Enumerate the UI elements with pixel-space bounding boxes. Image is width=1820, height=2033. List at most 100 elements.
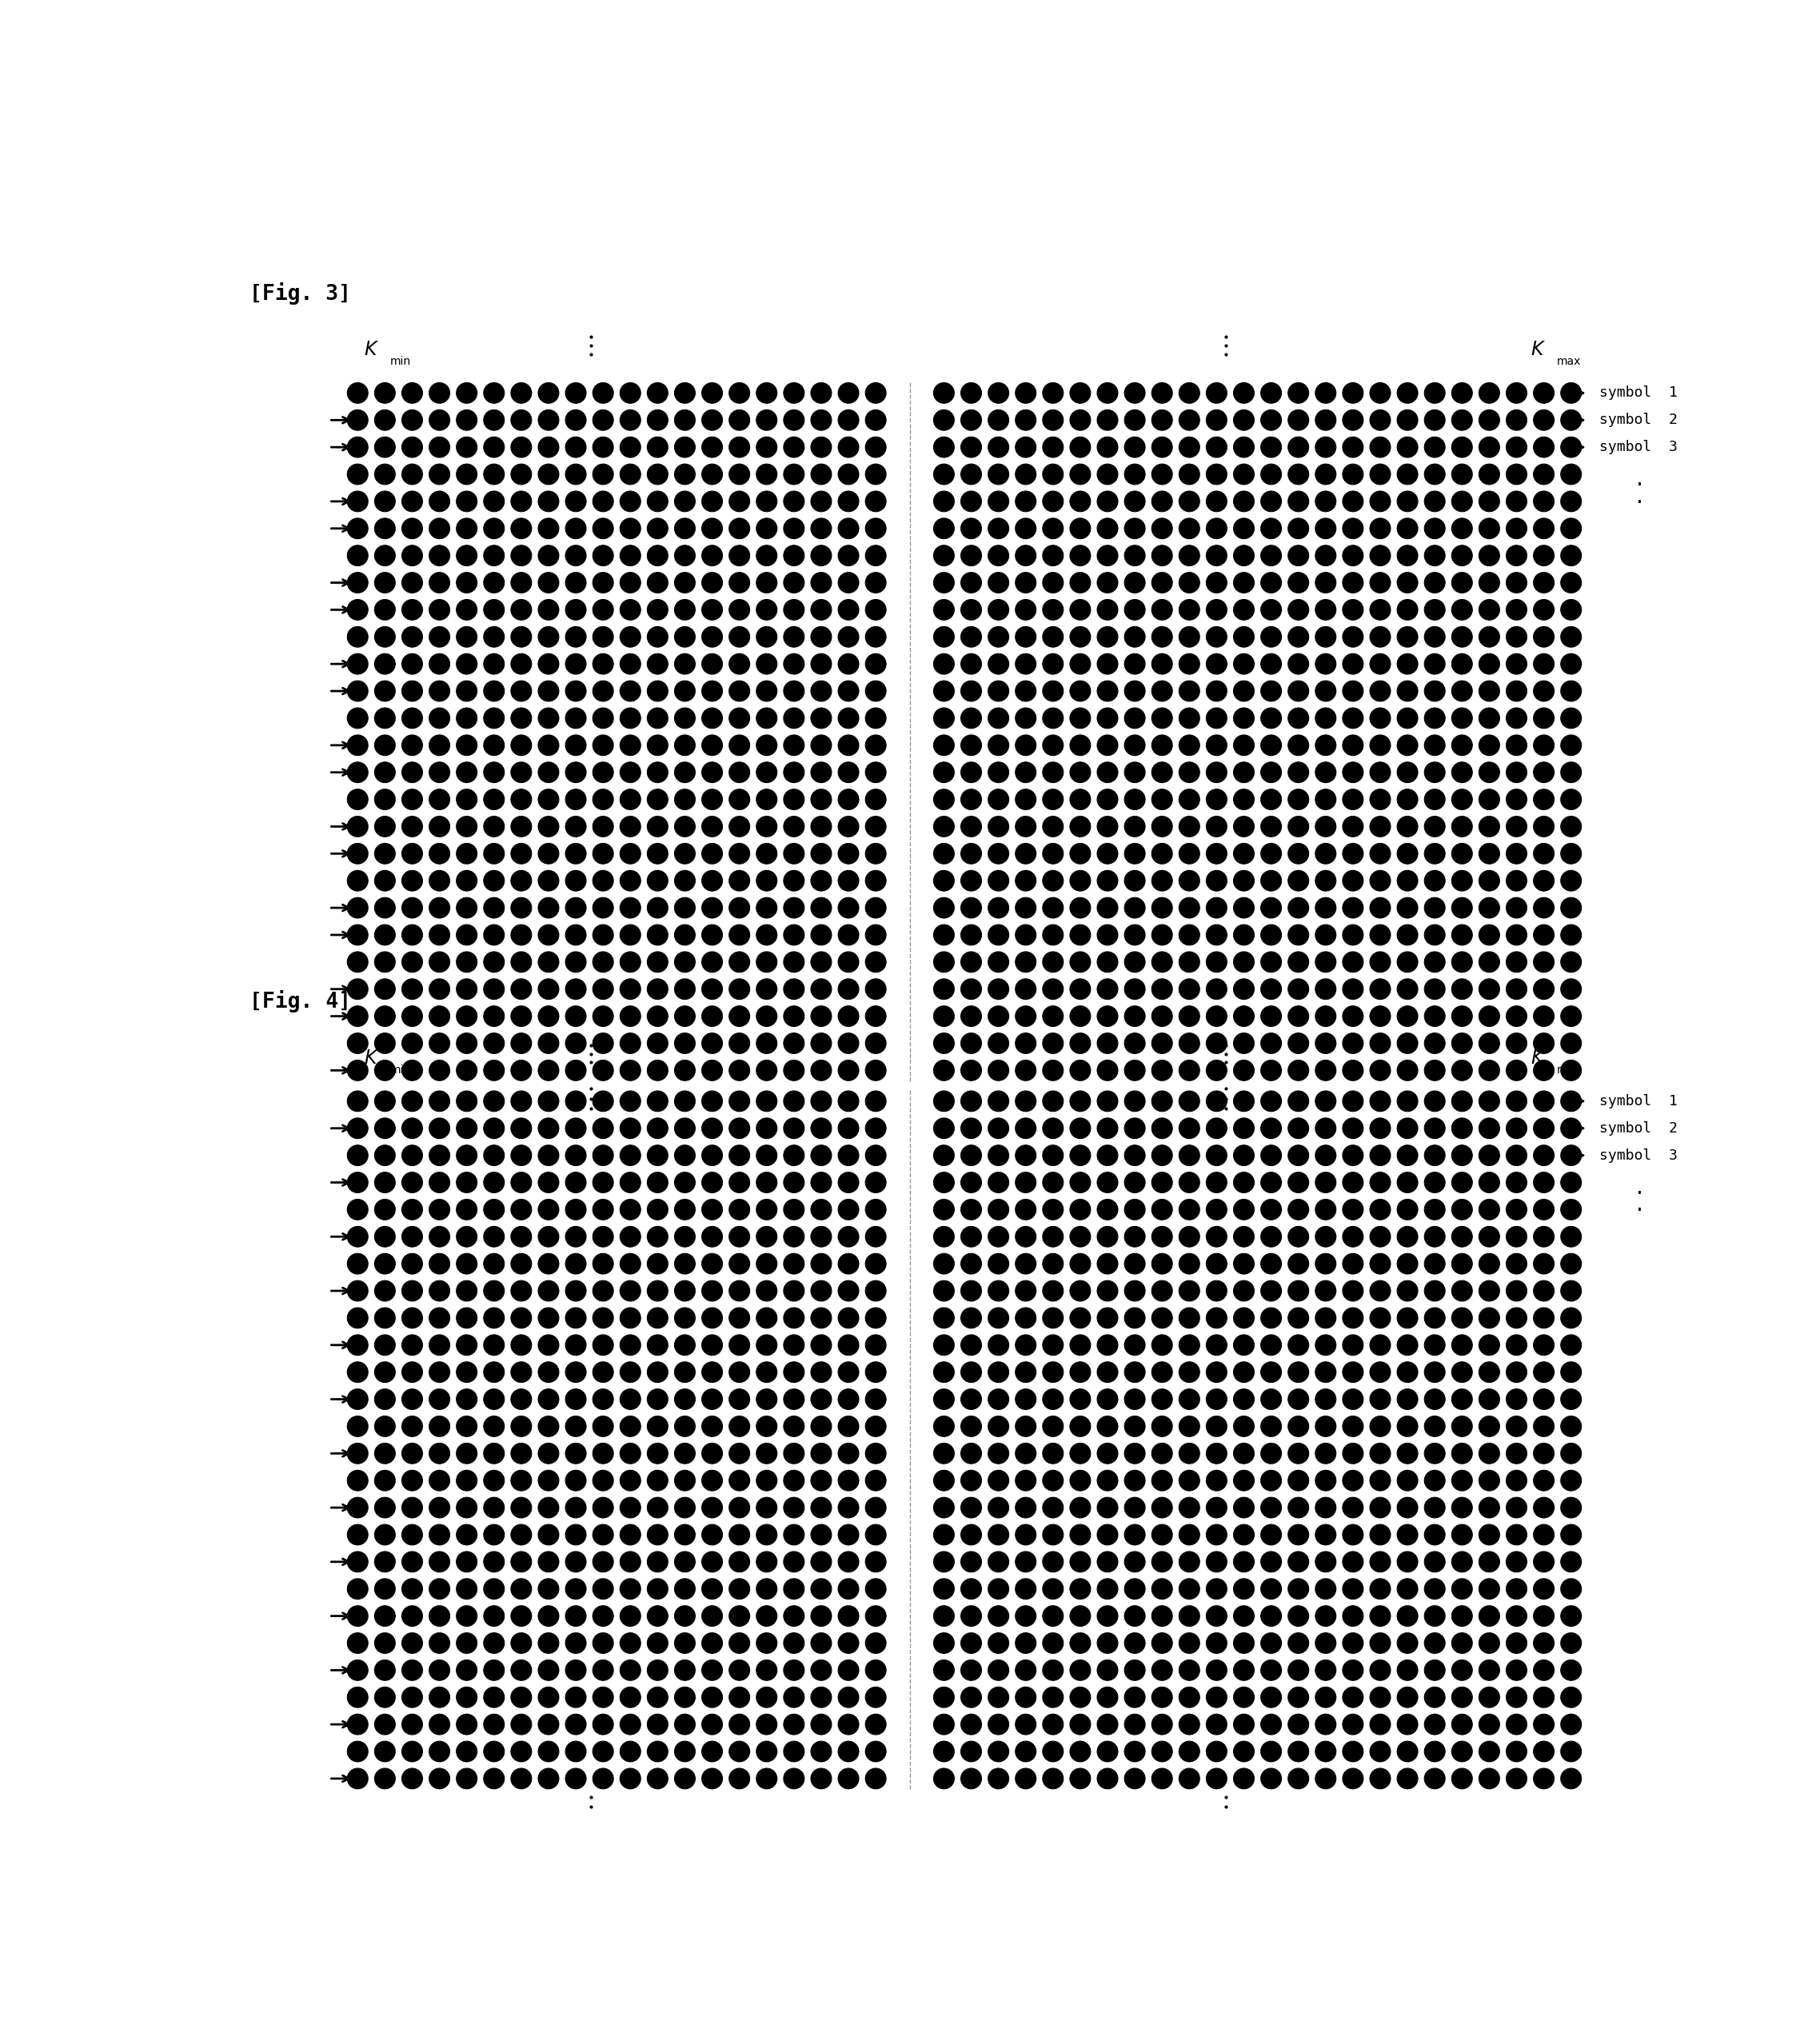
- Circle shape: [1070, 573, 1090, 594]
- Circle shape: [1507, 925, 1527, 945]
- Circle shape: [1207, 1769, 1227, 1789]
- Circle shape: [675, 1632, 695, 1653]
- Circle shape: [1070, 707, 1090, 728]
- Circle shape: [566, 626, 586, 646]
- Circle shape: [1343, 437, 1363, 457]
- Circle shape: [539, 1092, 559, 1112]
- Circle shape: [1097, 1059, 1117, 1082]
- Circle shape: [430, 464, 450, 484]
- Circle shape: [784, 1417, 804, 1437]
- Circle shape: [1398, 1740, 1418, 1763]
- Circle shape: [837, 1714, 859, 1734]
- Circle shape: [430, 762, 450, 783]
- Circle shape: [1207, 897, 1227, 919]
- Circle shape: [484, 464, 504, 484]
- Circle shape: [837, 1226, 859, 1246]
- Circle shape: [348, 1470, 368, 1490]
- Circle shape: [812, 1769, 832, 1789]
- Circle shape: [1562, 707, 1582, 728]
- Circle shape: [1261, 978, 1281, 1000]
- Circle shape: [1207, 1740, 1227, 1763]
- Circle shape: [621, 707, 641, 728]
- Circle shape: [1097, 736, 1117, 756]
- Circle shape: [1289, 1659, 1309, 1681]
- Circle shape: [730, 518, 750, 539]
- Circle shape: [402, 1659, 422, 1681]
- Circle shape: [511, 815, 531, 838]
- Circle shape: [1207, 762, 1227, 783]
- Circle shape: [1452, 1033, 1472, 1053]
- Circle shape: [375, 1254, 395, 1275]
- Circle shape: [1125, 1254, 1145, 1275]
- Circle shape: [812, 870, 832, 890]
- Circle shape: [757, 736, 777, 756]
- Circle shape: [864, 1498, 886, 1519]
- Circle shape: [511, 1578, 531, 1600]
- Circle shape: [934, 1336, 954, 1356]
- Circle shape: [1179, 573, 1199, 594]
- Circle shape: [837, 1006, 859, 1027]
- Circle shape: [1480, 600, 1500, 620]
- Circle shape: [1343, 1769, 1363, 1789]
- Circle shape: [375, 762, 395, 783]
- Circle shape: [375, 1443, 395, 1464]
- Circle shape: [402, 1551, 422, 1572]
- Circle shape: [1289, 1199, 1309, 1220]
- Circle shape: [375, 707, 395, 728]
- Circle shape: [484, 1362, 504, 1382]
- Circle shape: [1016, 681, 1036, 701]
- Circle shape: [730, 1145, 750, 1165]
- Circle shape: [457, 897, 477, 919]
- Circle shape: [348, 1254, 368, 1275]
- Circle shape: [1343, 1417, 1363, 1437]
- Circle shape: [430, 1173, 450, 1193]
- Circle shape: [402, 1254, 422, 1275]
- Circle shape: [1480, 1254, 1500, 1275]
- Circle shape: [539, 1470, 559, 1490]
- Circle shape: [1480, 1199, 1500, 1220]
- Circle shape: [1534, 1199, 1554, 1220]
- Circle shape: [430, 1006, 450, 1027]
- Circle shape: [1507, 492, 1527, 512]
- Circle shape: [961, 1059, 981, 1082]
- Circle shape: [457, 681, 477, 701]
- Circle shape: [961, 1281, 981, 1301]
- Circle shape: [675, 1687, 695, 1708]
- Circle shape: [1179, 978, 1199, 1000]
- Circle shape: [1152, 1281, 1172, 1301]
- Circle shape: [1234, 1525, 1254, 1545]
- Circle shape: [675, 1145, 695, 1165]
- Circle shape: [1343, 978, 1363, 1000]
- Circle shape: [1152, 1578, 1172, 1600]
- Circle shape: [1207, 1226, 1227, 1246]
- Circle shape: [566, 573, 586, 594]
- Circle shape: [1452, 1659, 1472, 1681]
- Circle shape: [730, 1059, 750, 1082]
- Circle shape: [784, 1226, 804, 1246]
- Circle shape: [1370, 1498, 1390, 1519]
- Circle shape: [864, 897, 886, 919]
- Circle shape: [1343, 411, 1363, 431]
- Circle shape: [621, 897, 641, 919]
- Circle shape: [837, 655, 859, 675]
- Circle shape: [757, 1281, 777, 1301]
- Circle shape: [1261, 815, 1281, 838]
- Circle shape: [511, 1687, 531, 1708]
- Circle shape: [675, 1059, 695, 1082]
- Circle shape: [703, 1578, 723, 1600]
- Circle shape: [1343, 655, 1363, 675]
- Circle shape: [484, 1525, 504, 1545]
- Circle shape: [784, 626, 804, 646]
- Circle shape: [648, 1059, 668, 1082]
- Circle shape: [934, 870, 954, 890]
- Circle shape: [1261, 1525, 1281, 1545]
- Circle shape: [484, 1254, 504, 1275]
- Circle shape: [1289, 951, 1309, 972]
- Circle shape: [1562, 1525, 1582, 1545]
- Circle shape: [1152, 1714, 1172, 1734]
- Circle shape: [648, 1006, 668, 1027]
- Circle shape: [1480, 655, 1500, 675]
- Circle shape: [1507, 1059, 1527, 1082]
- Circle shape: [1207, 437, 1227, 457]
- Circle shape: [1316, 870, 1336, 890]
